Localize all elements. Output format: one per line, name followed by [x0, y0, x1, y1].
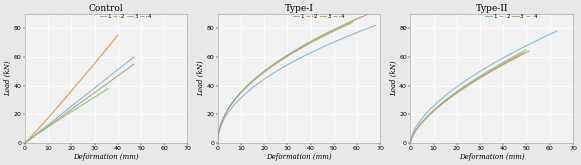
Legend: 1, 2, 3, 4: 1, 2, 3, 4 [292, 14, 345, 19]
X-axis label: Deformation (mm): Deformation (mm) [73, 153, 139, 161]
Y-axis label: Load (kN): Load (kN) [197, 61, 205, 96]
Title: Control: Control [89, 4, 124, 13]
Y-axis label: Load (kN): Load (kN) [390, 61, 397, 96]
Title: Type-I: Type-I [285, 4, 313, 13]
Legend: 1, 2, 3, 4: 1, 2, 3, 4 [100, 14, 152, 19]
X-axis label: Deformation (mm): Deformation (mm) [266, 153, 332, 161]
Title: Type-II: Type-II [475, 4, 508, 13]
Legend: 1, 2, 3, 4: 1, 2, 3, 4 [485, 14, 537, 19]
X-axis label: Deformation (mm): Deformation (mm) [459, 153, 525, 161]
Y-axis label: Load (kN): Load (kN) [4, 61, 12, 96]
